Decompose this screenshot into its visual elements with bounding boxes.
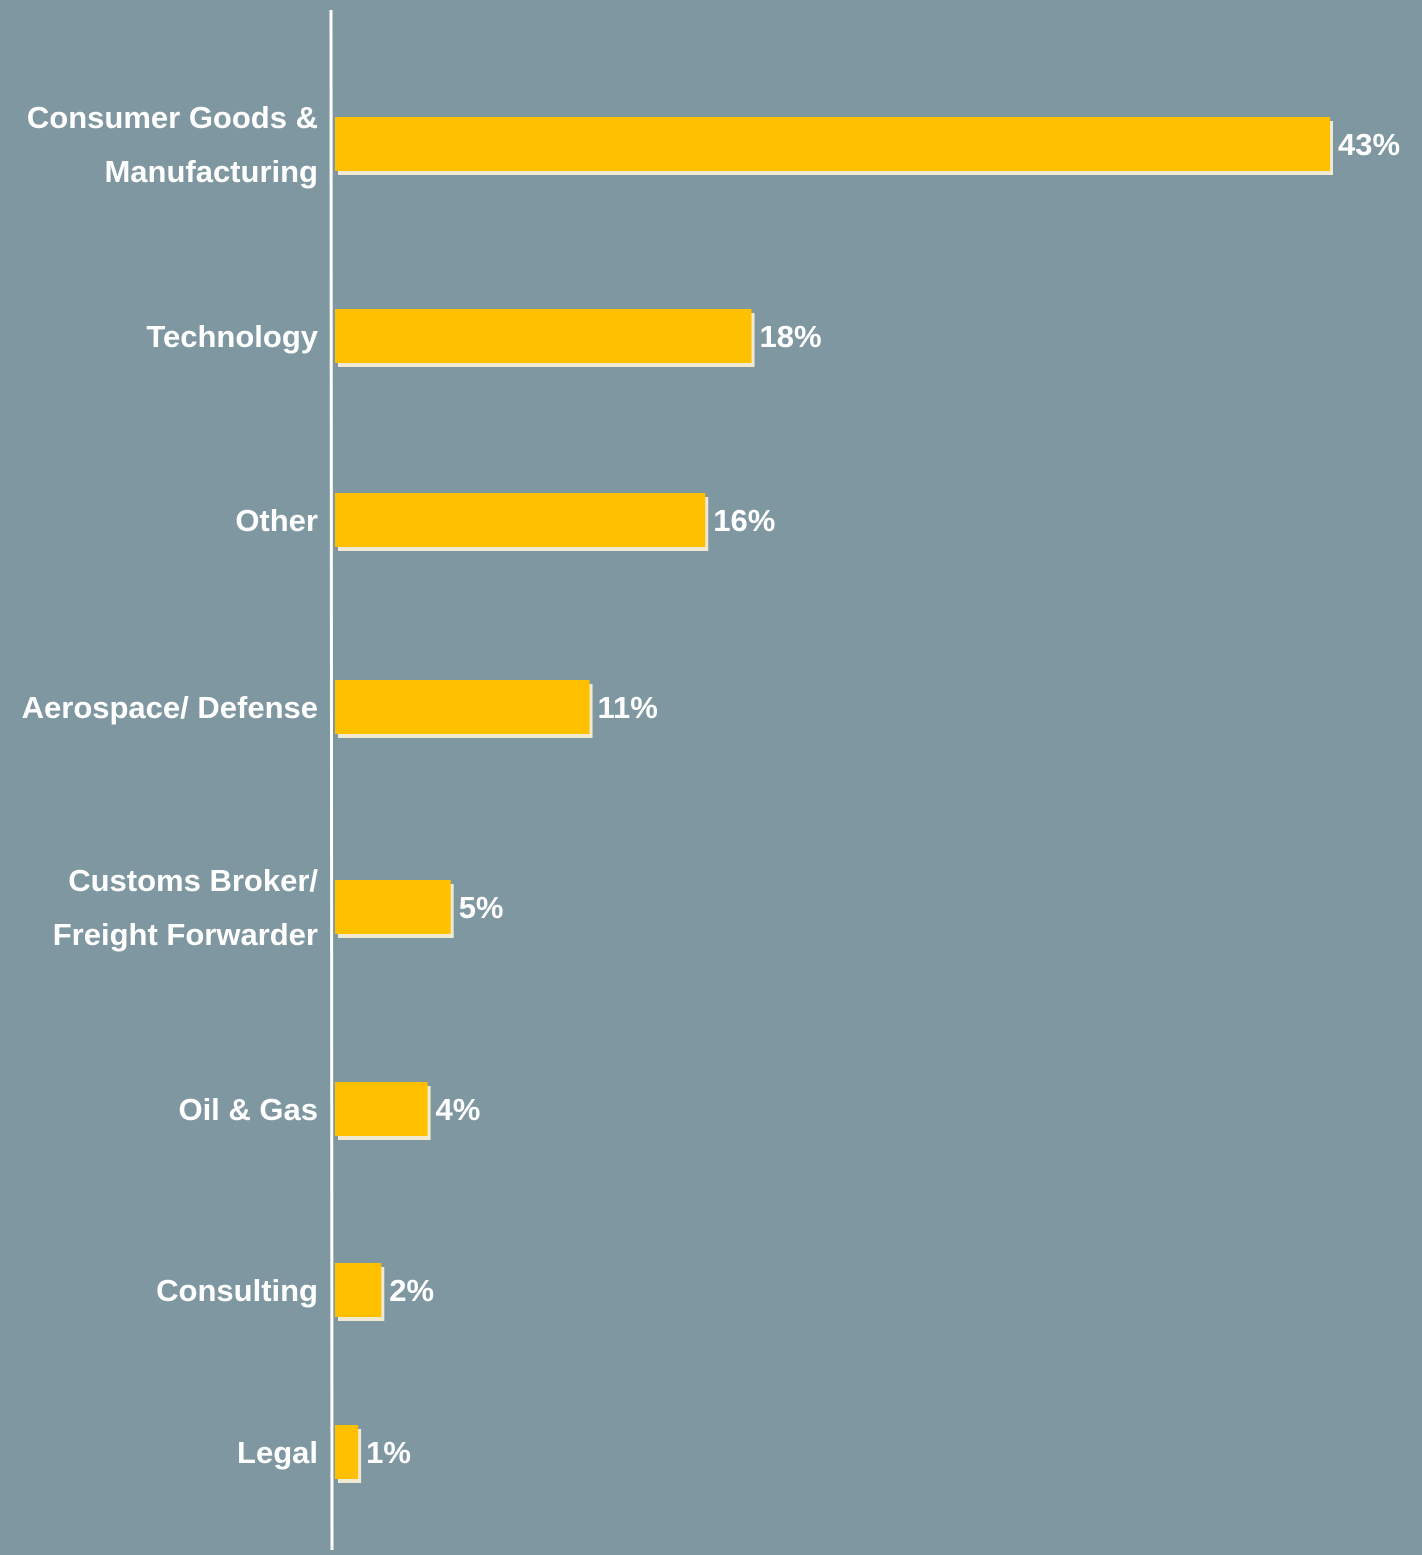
bar [335, 493, 706, 547]
category-label: Technology [146, 319, 318, 354]
category-label: Oil & Gas [178, 1092, 318, 1127]
bar-value-label: 18% [760, 319, 822, 354]
bar [335, 880, 451, 934]
bar-value-label: 4% [436, 1092, 481, 1127]
value-labels-group: 43% 18% 16% 11% 5% 4% 2% 1% [366, 127, 1400, 1470]
category-label: Freight Forwarder [53, 917, 318, 952]
y-axis-line [329, 9, 334, 1551]
bar-value-label: 1% [366, 1435, 411, 1470]
bar-value-label: 16% [713, 503, 775, 538]
bars-group [335, 117, 1333, 1483]
bar-value-label: 43% [1338, 127, 1400, 162]
bar [335, 1425, 359, 1479]
bar [335, 1082, 428, 1136]
category-label: Manufacturing [104, 154, 318, 189]
bar [335, 680, 590, 734]
category-label: Consulting [156, 1273, 318, 1308]
category-label: Customs Broker/ [68, 863, 318, 898]
bar [335, 1263, 382, 1317]
bar-value-label: 11% [598, 690, 658, 725]
category-label: Consumer Goods & [27, 100, 318, 135]
category-label: Aerospace/ Defense [22, 690, 318, 725]
bar-value-label: 5% [459, 890, 504, 925]
bar-value-label: 2% [389, 1273, 434, 1308]
bar [335, 117, 1330, 171]
category-labels-group: Consumer Goods & Manufacturing Technology O… [22, 100, 319, 1470]
category-label: Legal [237, 1435, 318, 1470]
bar [335, 309, 752, 363]
category-label: Other [235, 503, 318, 538]
